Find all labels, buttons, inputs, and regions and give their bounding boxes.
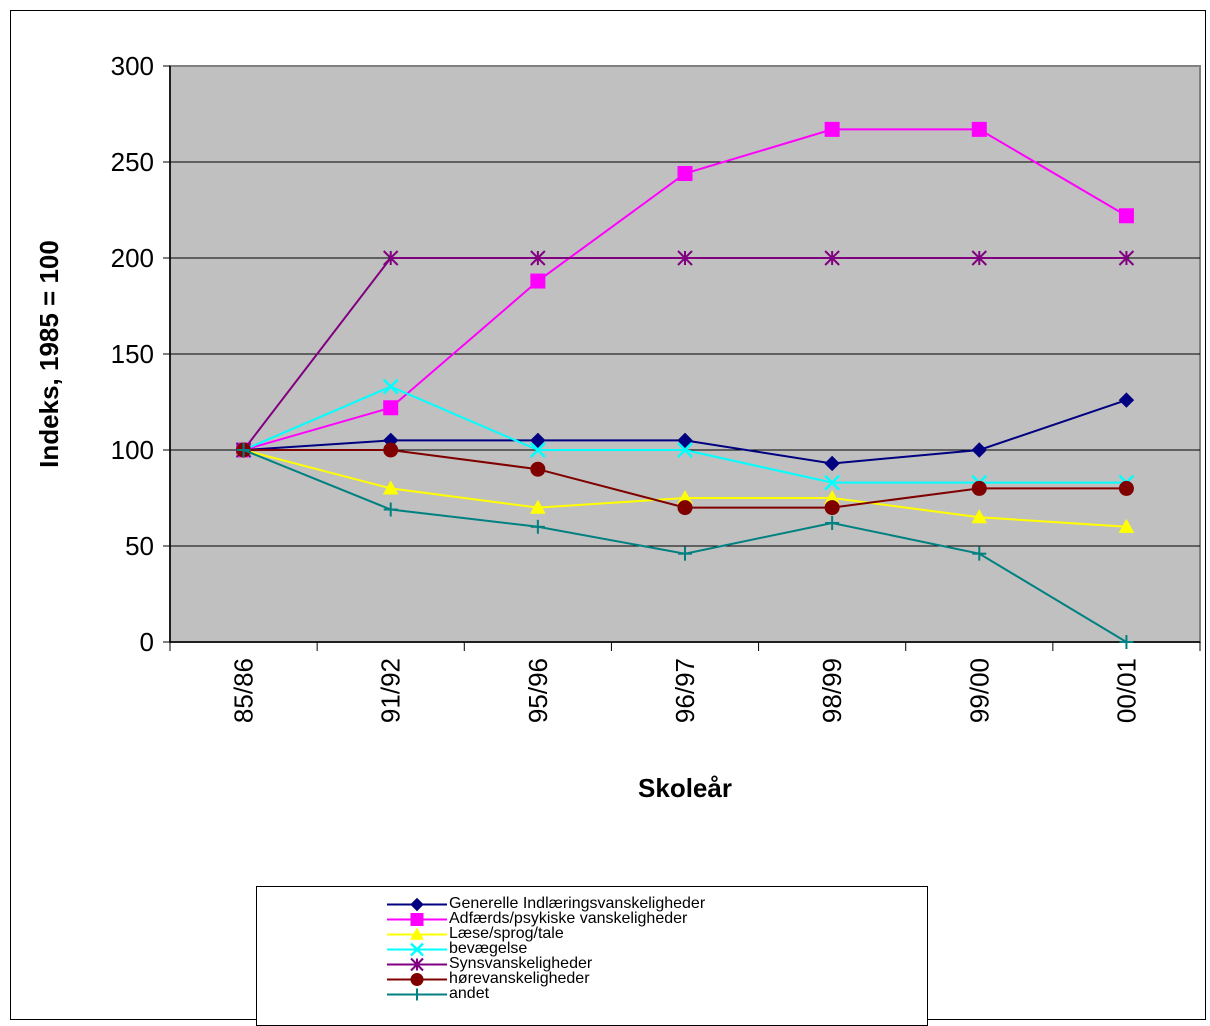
legend-swatch (387, 913, 447, 926)
data-point (530, 499, 546, 514)
y-tick-label: 100 (111, 435, 154, 465)
data-point (382, 480, 399, 495)
data-point (410, 973, 424, 986)
data-point (530, 273, 546, 289)
x-tick-label: 00/01 (1111, 658, 1141, 723)
legend-swatch (387, 988, 447, 1001)
legend-label: Adfærds/psykiske vanskeligheder (449, 910, 688, 927)
data-point (677, 166, 693, 182)
data-point (677, 250, 693, 266)
data-point (824, 500, 840, 516)
data-point (824, 121, 840, 137)
data-point (677, 442, 693, 458)
data-point (971, 509, 988, 524)
data-point (971, 480, 987, 496)
data-point (971, 442, 987, 458)
y-tick-label: 150 (111, 339, 154, 369)
data-point (530, 432, 546, 449)
data-point (530, 461, 546, 477)
series-group (235, 121, 1135, 649)
data-point (825, 515, 840, 530)
data-point (971, 121, 987, 137)
y-axis-label: Indeks, 1985 = 100 (34, 240, 64, 468)
data-point (824, 474, 841, 491)
data-point (1118, 250, 1135, 266)
data-point (530, 519, 545, 534)
legend-label: andet (449, 985, 490, 1002)
legend-label: Synsvanskeligheder (449, 955, 593, 972)
y-tick-label: 250 (111, 147, 154, 177)
y-tick-label: 0 (140, 627, 154, 657)
data-point (1118, 518, 1135, 533)
x-tick-label: 96/97 (670, 658, 700, 723)
legend-label: bevægelse (449, 940, 528, 957)
legend-swatch (387, 942, 447, 957)
x-tick-label: 99/00 (964, 658, 994, 723)
data-point (410, 897, 424, 912)
y-tick-label: 300 (111, 51, 154, 81)
series-6 (236, 442, 1134, 516)
y-tick-label: 50 (125, 531, 154, 561)
series-3 (235, 441, 1135, 533)
data-point (824, 455, 840, 472)
x-tick-label: 91/92 (376, 658, 406, 723)
series-7 (236, 443, 1134, 649)
y-tick-labels: 0 50 100 150 200 250 300 (111, 51, 154, 657)
data-point (529, 442, 546, 458)
x-tick-label: 95/96 (523, 658, 553, 723)
legend-swatch (387, 957, 447, 972)
data-point (530, 250, 546, 266)
data-point (677, 500, 693, 516)
data-point (971, 250, 987, 266)
data-point (410, 927, 424, 940)
data-point (383, 502, 398, 517)
data-point (383, 442, 399, 458)
axes (163, 65, 1201, 651)
data-point (678, 546, 692, 561)
data-point (410, 913, 424, 926)
legend-swatch (387, 927, 447, 940)
x-tick-label: 85/86 (229, 658, 259, 723)
data-point (677, 432, 693, 449)
legend-swatch (387, 973, 447, 986)
legend-swatch (387, 897, 447, 912)
legend-label: Læse/sprog/tale (449, 925, 564, 942)
data-point (824, 250, 840, 266)
data-point (382, 378, 399, 395)
data-point (410, 942, 424, 957)
x-tick-labels: 85/86 91/92 95/96 96/97 98/99 99/00 00/01 (229, 658, 1142, 723)
data-point (236, 443, 251, 457)
y-tick-label: 200 (111, 243, 154, 273)
data-point (1118, 480, 1134, 496)
data-point (411, 988, 423, 1001)
x-tick-label: 98/99 (817, 658, 847, 723)
data-point (410, 957, 424, 972)
data-point (1118, 392, 1135, 408)
x-axis-label: Skoleår (638, 773, 732, 803)
data-point (383, 250, 399, 266)
legend: Generelle Indlæringsvanskeligheder Adfærd… (256, 886, 928, 1026)
data-point (972, 546, 987, 561)
data-point (1118, 208, 1134, 224)
data-point (383, 400, 399, 416)
legend-label: hørevanskeligheder (449, 970, 590, 987)
data-point (1119, 635, 1134, 649)
legend-label: Generelle Indlæringsvanskeligheder (449, 895, 706, 912)
